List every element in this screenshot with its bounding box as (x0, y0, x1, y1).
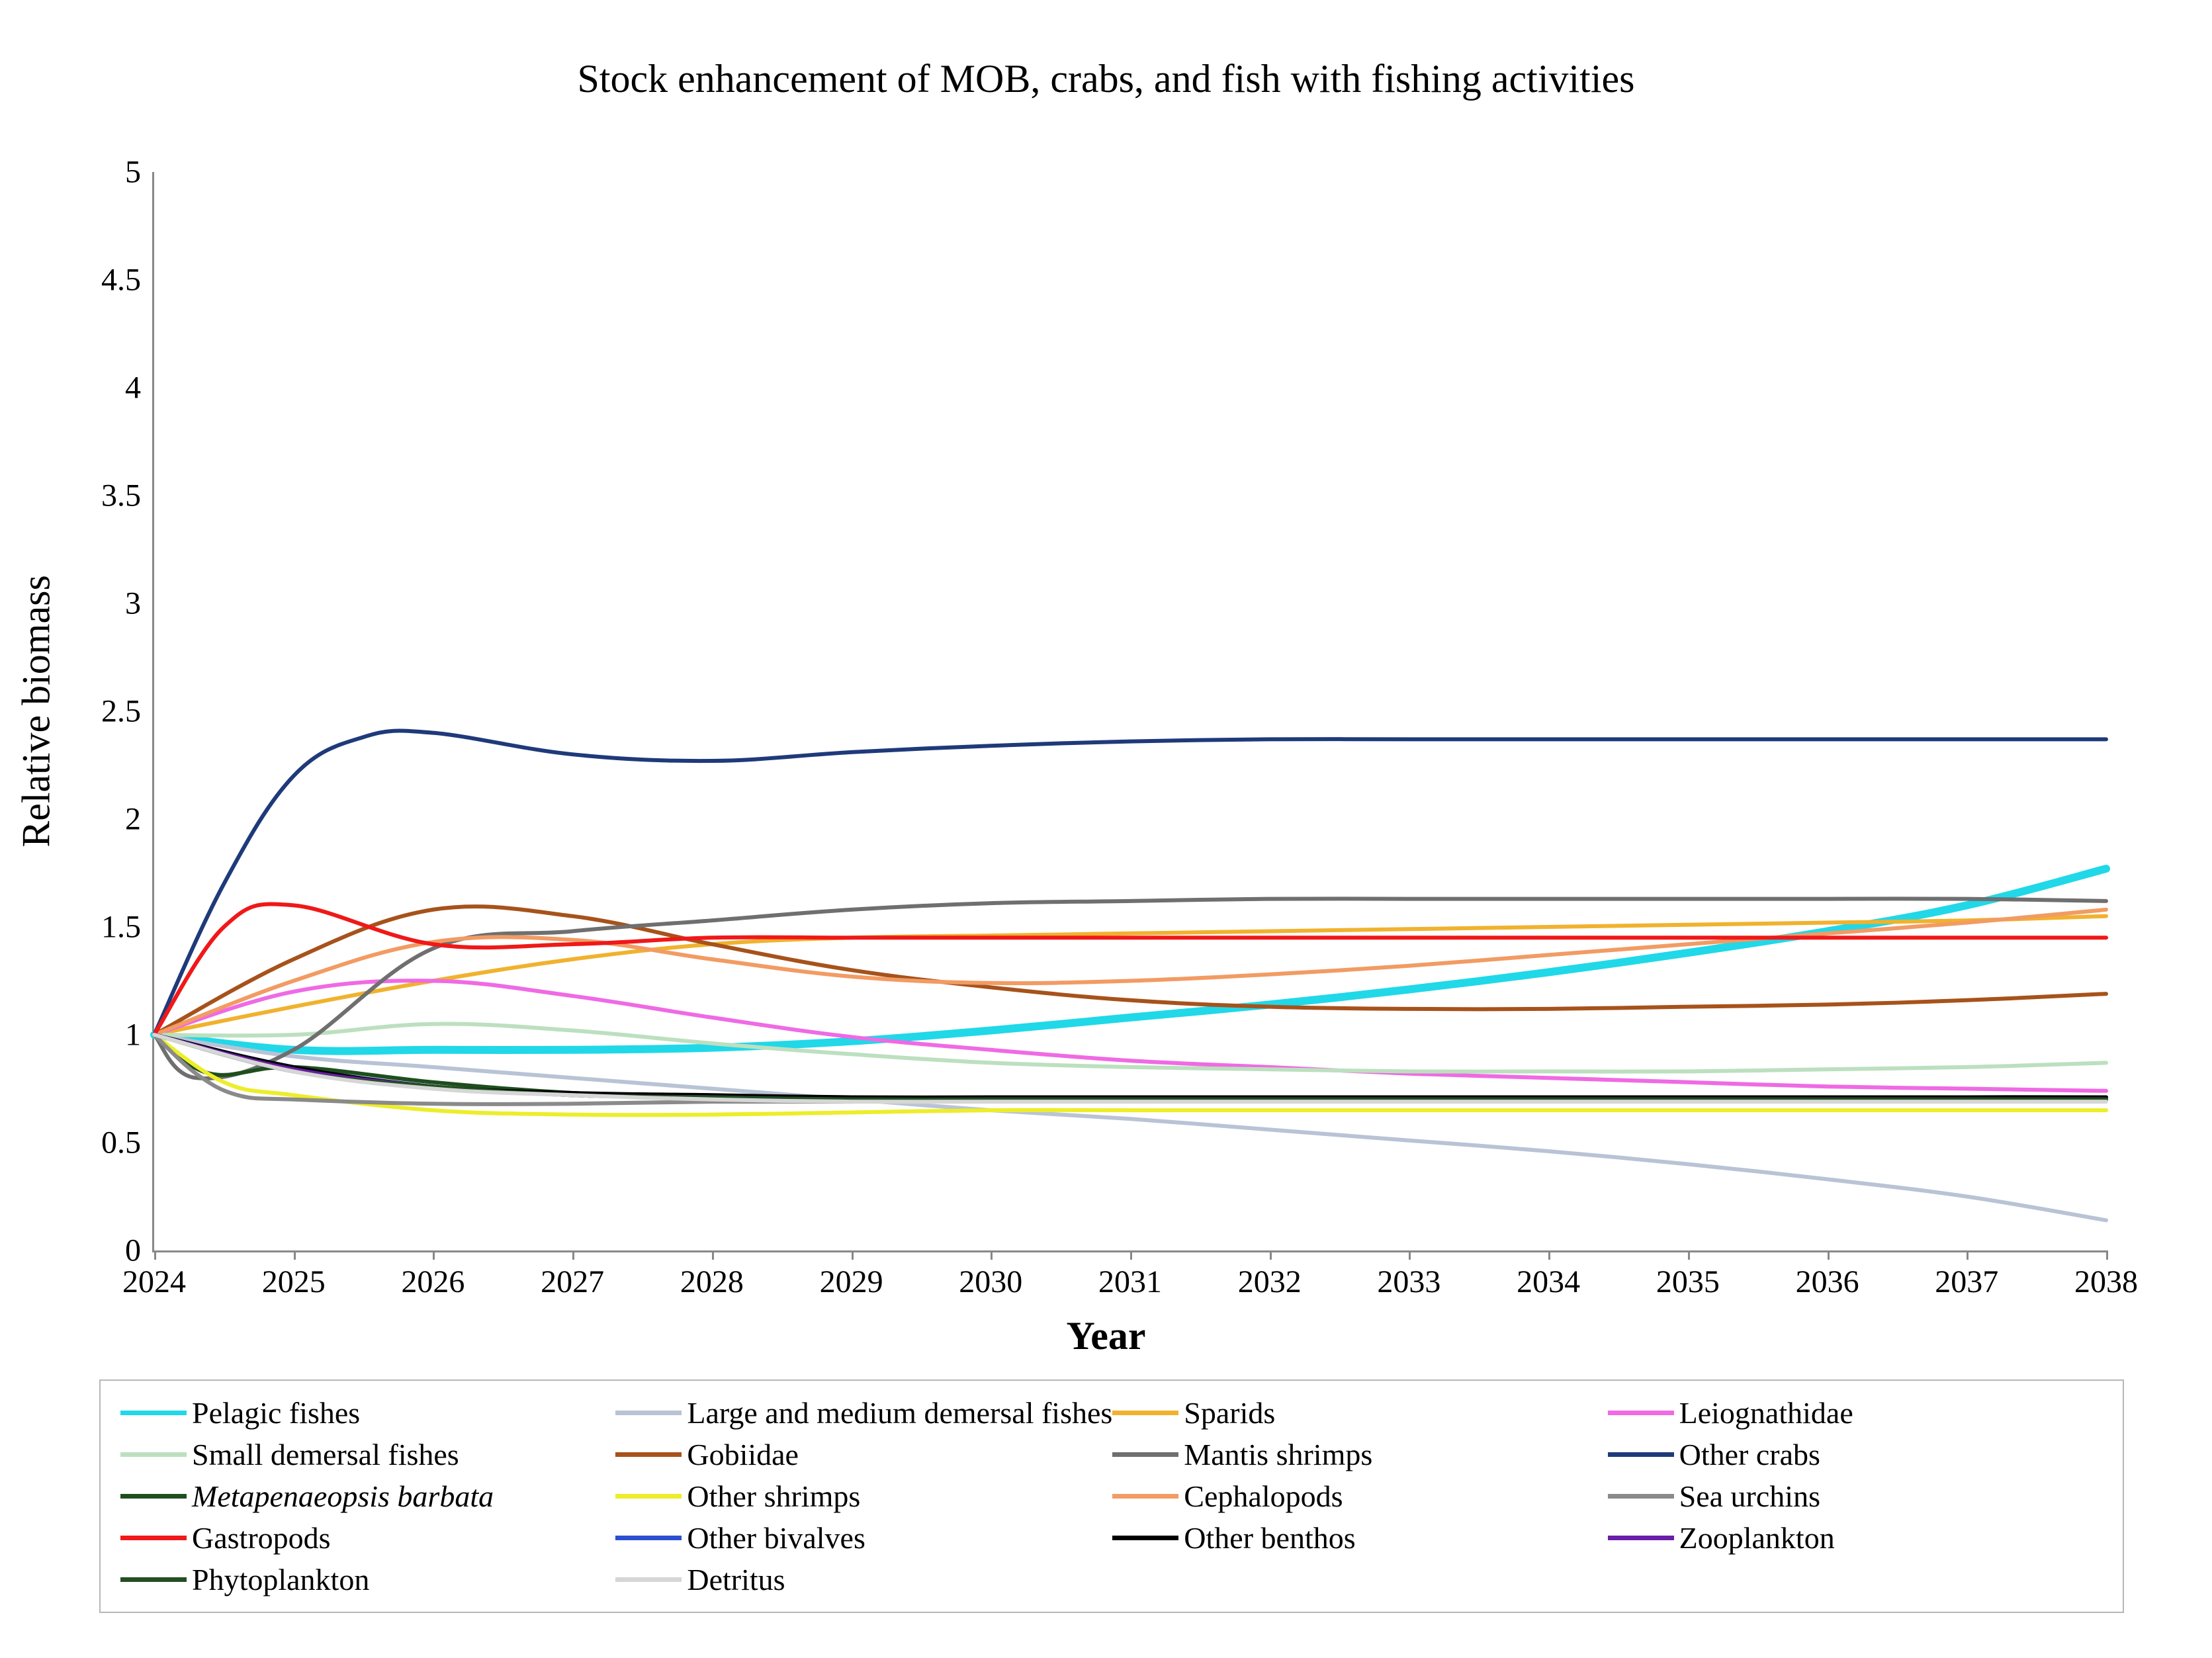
legend-swatch (1608, 1536, 1674, 1540)
legend-swatch (615, 1577, 682, 1582)
legend-swatch (1608, 1494, 1674, 1499)
legend-item: Leiognathidae (1608, 1395, 2103, 1430)
legend-label: Other benthos (1184, 1520, 1355, 1555)
legend-label: Gastropods (192, 1520, 331, 1555)
legend-swatch (1608, 1452, 1674, 1457)
legend-swatch (615, 1411, 682, 1415)
legend-item: Metapenaeopsis barbata (120, 1479, 615, 1514)
legend-label: Zooplankton (1679, 1520, 1835, 1555)
legend-swatch (615, 1494, 682, 1499)
y-tick-label: 1.5 (101, 909, 154, 945)
legend-label: Mantis shrimps (1184, 1437, 1372, 1472)
legend-label: Gobiidae (687, 1437, 799, 1472)
x-tick-label: 2030 (959, 1250, 1022, 1300)
x-tick-label: 2025 (262, 1250, 326, 1300)
legend-item: Detritus (615, 1562, 1112, 1597)
chart-svg (154, 172, 2106, 1250)
plot-area: 00.511.522.533.544.552024202520262027202… (152, 172, 2106, 1252)
legend-label: Small demersal fishes (192, 1437, 459, 1472)
legend-item: Sparids (1112, 1395, 1607, 1430)
legend-swatch (1112, 1452, 1178, 1457)
y-tick-label: 3 (125, 586, 154, 622)
legend-item: Sea urchins (1608, 1479, 2103, 1514)
legend: Pelagic fishes Large and medium demersal … (99, 1379, 2124, 1613)
legend-item: Pelagic fishes (120, 1395, 615, 1430)
legend-swatch (1608, 1411, 1674, 1415)
x-tick-label: 2037 (1935, 1250, 1998, 1300)
legend-swatch (120, 1536, 187, 1540)
legend-label: Other bivalves (687, 1520, 865, 1555)
x-axis-label: Year (0, 1313, 2212, 1359)
legend-swatch (120, 1577, 187, 1582)
legend-label: Other shrimps (687, 1479, 860, 1514)
legend-label: Cephalopods (1184, 1479, 1343, 1514)
x-tick-label: 2032 (1238, 1250, 1302, 1300)
legend-swatch (1112, 1411, 1178, 1415)
legend-item: Mantis shrimps (1112, 1437, 1607, 1472)
x-tick-label: 2033 (1377, 1250, 1440, 1300)
series-line (154, 730, 2106, 1035)
legend-item: Other benthos (1112, 1520, 1607, 1555)
legend-label: Other crabs (1679, 1437, 1820, 1472)
x-tick-label: 2035 (1656, 1250, 1720, 1300)
legend-item: Gastropods (120, 1520, 615, 1555)
legend-item: Zooplankton (1608, 1520, 2103, 1555)
y-tick-label: 4.5 (101, 262, 154, 298)
x-tick-label: 2028 (680, 1250, 744, 1300)
legend-item: Other crabs (1608, 1437, 2103, 1472)
legend-label: Large and medium demersal fishes (687, 1395, 1112, 1430)
y-tick-label: 2.5 (101, 693, 154, 730)
x-tick-label: 2027 (541, 1250, 604, 1300)
y-tick-label: 2 (125, 801, 154, 838)
x-tick-label: 2036 (1796, 1250, 1859, 1300)
legend-label: Phytoplankton (192, 1562, 369, 1597)
chart-container: Stock enhancement of MOB, crabs, and fis… (0, 0, 2212, 1658)
y-tick-label: 5 (125, 154, 154, 191)
y-tick-label: 1 (125, 1017, 154, 1053)
legend-item: Gobiidae (615, 1437, 1112, 1472)
y-tick-label: 0.5 (101, 1125, 154, 1161)
legend-item: Small demersal fishes (120, 1437, 615, 1472)
series-line (154, 981, 2106, 1091)
legend-label: Sparids (1184, 1395, 1275, 1430)
legend-item: Phytoplankton (120, 1562, 615, 1597)
y-axis-label: Relative biomass (14, 575, 60, 848)
chart-title: Stock enhancement of MOB, crabs, and fis… (0, 56, 2212, 102)
y-tick-label: 3.5 (101, 478, 154, 514)
legend-swatch (1112, 1536, 1178, 1540)
x-tick-label: 2026 (401, 1250, 465, 1300)
legend-item: Cephalopods (1112, 1479, 1607, 1514)
x-tick-label: 2031 (1098, 1250, 1162, 1300)
legend-label: Sea urchins (1679, 1479, 1820, 1514)
legend-item: Large and medium demersal fishes (615, 1395, 1112, 1430)
x-tick-label: 2024 (122, 1250, 186, 1300)
legend-item: Other bivalves (615, 1520, 1112, 1555)
legend-swatch (120, 1494, 187, 1499)
legend-swatch (615, 1452, 682, 1457)
legend-label: Leiognathidae (1679, 1395, 1853, 1430)
legend-label: Detritus (687, 1562, 785, 1597)
legend-swatch (1112, 1494, 1178, 1499)
legend-swatch (120, 1452, 187, 1457)
legend-item: Other shrimps (615, 1479, 1112, 1514)
legend-label: Metapenaeopsis barbata (192, 1479, 494, 1514)
y-tick-label: 4 (125, 370, 154, 406)
x-tick-label: 2034 (1517, 1250, 1580, 1300)
x-tick-label: 2029 (820, 1250, 883, 1300)
x-tick-label: 2038 (2074, 1250, 2138, 1300)
legend-swatch (120, 1411, 187, 1415)
legend-label: Pelagic fishes (192, 1395, 360, 1430)
legend-swatch (615, 1536, 682, 1540)
